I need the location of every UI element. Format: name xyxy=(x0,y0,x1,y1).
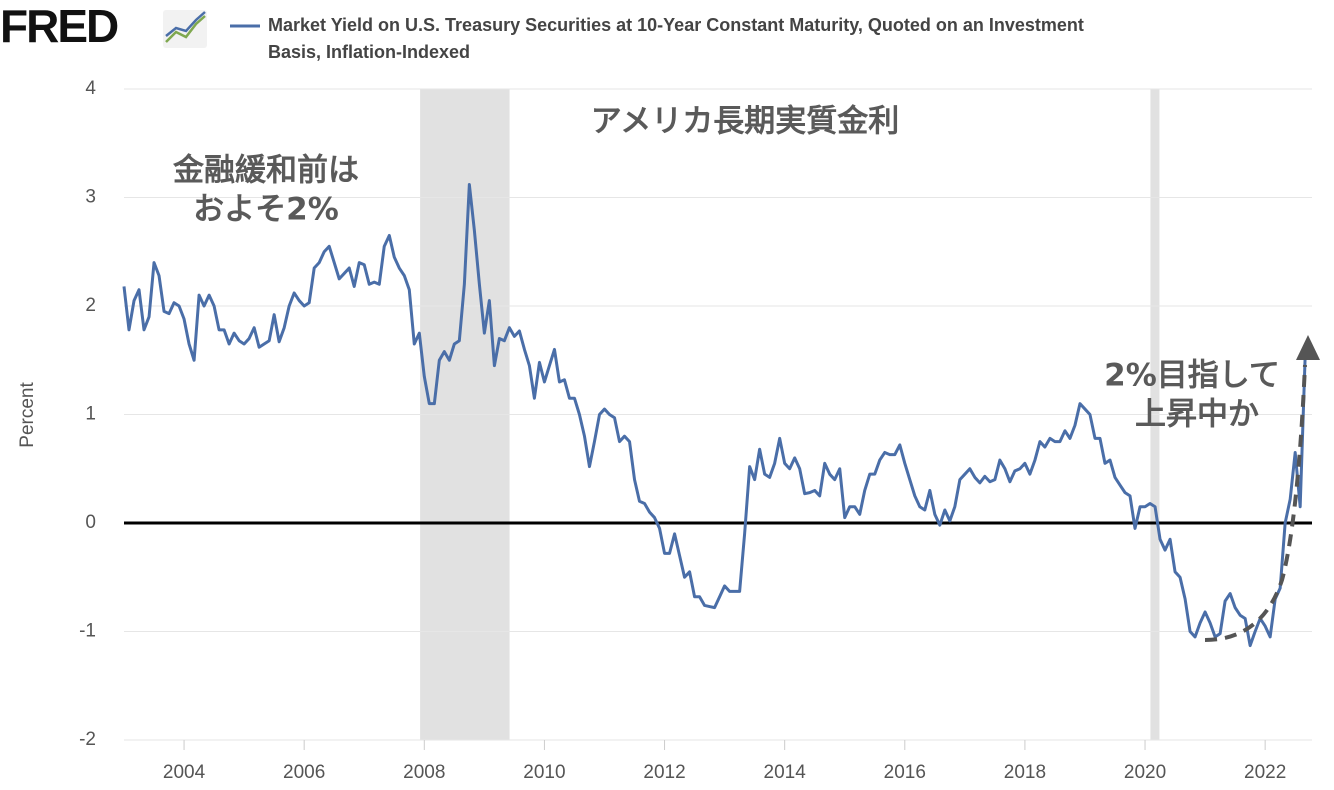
y-tick-label: -2 xyxy=(79,729,96,750)
series-line xyxy=(122,182,1307,648)
y-tick-label: 0 xyxy=(85,512,96,533)
legend-text: Market Yield on U.S. Treasury Securities… xyxy=(268,15,1084,62)
arrow-head xyxy=(1296,335,1320,360)
y-tick-label: 2 xyxy=(85,295,96,316)
x-tick-label: 2008 xyxy=(403,762,445,783)
annotation: 2%目指して xyxy=(1104,358,1280,394)
x-tick-label: 2010 xyxy=(523,762,565,783)
x-tick-label: 2022 xyxy=(1244,762,1286,783)
arrow xyxy=(1204,364,1307,642)
y-tick-label: 4 xyxy=(85,78,96,99)
x-tick-label: 2012 xyxy=(643,762,685,783)
x-tick-label: 2018 xyxy=(1004,762,1046,783)
y-axis-label: Percent xyxy=(17,382,38,448)
annotation: 上昇中か xyxy=(1135,397,1259,433)
x-tick-label: 2006 xyxy=(283,762,325,783)
annotation: およそ2% xyxy=(193,192,339,228)
y-tick-label: 3 xyxy=(85,187,96,208)
annotation: 金融緩和前は xyxy=(172,153,359,189)
x-tick-label: 2004 xyxy=(163,762,206,783)
y-tick-label: -1 xyxy=(79,621,96,642)
logo-icon xyxy=(163,10,207,48)
x-tick-label: 2016 xyxy=(884,762,926,783)
logo: FRED xyxy=(0,0,118,52)
annotation: アメリカ長期実質金利 xyxy=(591,104,899,140)
y-tick-label: 1 xyxy=(85,404,96,425)
x-tick-label: 2020 xyxy=(1124,762,1166,783)
x-tick-label: 2014 xyxy=(764,762,807,783)
